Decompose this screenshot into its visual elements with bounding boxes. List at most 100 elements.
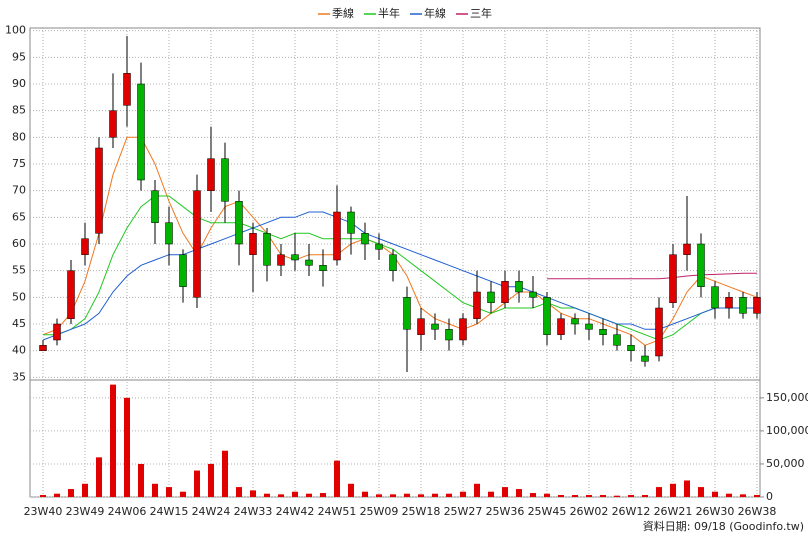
volume-bar [180, 491, 186, 497]
volume-bar [572, 495, 578, 497]
candle-body [739, 297, 747, 314]
legend: 季線 半年 年線 三年 [318, 6, 492, 20]
y-tick-label: 95 [12, 50, 26, 63]
candle-body [557, 318, 565, 335]
x-tick-label: 25W36 [486, 505, 525, 518]
candle-body [585, 323, 593, 330]
candle-body [249, 233, 257, 255]
volume-bar [152, 483, 158, 497]
y-tick-label: 100 [5, 24, 26, 37]
volume-bar [264, 493, 270, 497]
volume-bar [166, 487, 172, 497]
candle-body [571, 318, 579, 325]
legend-label: 三年 [470, 6, 492, 20]
y-tick-label: 55 [12, 264, 26, 277]
volume-bar [82, 483, 88, 497]
volume-bar [194, 470, 200, 497]
candle-body [613, 334, 621, 346]
candle-body [347, 211, 355, 234]
candle-body [53, 323, 61, 341]
volume-bar [222, 450, 228, 497]
candle-body [753, 297, 761, 314]
volume-bar [502, 487, 508, 497]
volume-bar [684, 480, 690, 497]
ma-line [42, 136, 758, 346]
volume-bar [40, 495, 46, 497]
candle-body [697, 243, 705, 287]
volume-bar [418, 494, 424, 497]
x-tick-label: 25W09 [360, 505, 399, 518]
x-tick-label: 24W06 [108, 505, 147, 518]
candle-body [277, 254, 285, 266]
volume-bar [670, 483, 676, 497]
candle-body [165, 222, 173, 245]
volume-bar [530, 493, 536, 497]
x-tick-label: 24W15 [150, 505, 189, 518]
volume-bar [404, 493, 410, 497]
candle-body [655, 307, 663, 357]
volume-bar [488, 491, 494, 497]
candle-body [725, 297, 733, 309]
candle-body [137, 83, 145, 181]
y2-tick-label: 0 [766, 490, 773, 503]
candle-body [711, 286, 719, 309]
candle-body [375, 243, 383, 250]
volume-bar [754, 495, 760, 497]
volume-bar [320, 493, 326, 497]
volume-bar [600, 495, 606, 497]
volume-bar [474, 483, 480, 497]
volume-bar [236, 487, 242, 497]
volume-bar [292, 491, 298, 497]
candle-body [669, 254, 677, 303]
candle-body [193, 190, 201, 298]
y-tick-label: 70 [12, 184, 26, 197]
candle-body [473, 291, 481, 319]
volume-bar [54, 493, 60, 497]
candle-body [291, 254, 299, 261]
y2-tick-label: 150,000 [766, 391, 808, 404]
volume-bar [138, 463, 144, 497]
candle-body [39, 345, 47, 351]
x-tick-label: 26W21 [654, 505, 693, 518]
volume-bar [642, 495, 648, 497]
candle-body [179, 254, 187, 287]
candle-body [235, 201, 243, 245]
candle-body [305, 259, 313, 266]
x-tick-label: 24W33 [234, 505, 273, 518]
x-tick-label: 24W42 [276, 505, 315, 518]
candle-body [515, 281, 523, 293]
volume-bar [740, 494, 746, 497]
volume-bar [460, 491, 466, 497]
x-tick-label: 26W12 [612, 505, 651, 518]
candle-body [683, 243, 691, 255]
volume-bar [628, 495, 634, 497]
candle-body [459, 318, 467, 341]
y-tick-label: 80 [12, 130, 26, 143]
y-tick-label: 50 [12, 290, 26, 303]
candle-body [81, 238, 89, 255]
x-tick-label: 26W30 [696, 505, 735, 518]
volume-bar [712, 491, 718, 497]
candle-body [641, 355, 649, 362]
candle-body [431, 323, 439, 330]
candle-body [151, 190, 159, 223]
volume-bar [250, 490, 256, 497]
y-tick-label: 85 [12, 104, 26, 117]
candle-body [627, 345, 635, 351]
candle-body [543, 297, 551, 335]
legend-label: 年線 [424, 6, 446, 20]
x-tick-label: 25W18 [402, 505, 441, 518]
candle-body [529, 291, 537, 298]
x-tick-label: 25W27 [444, 505, 483, 518]
volume-bar [306, 493, 312, 497]
volume-bar [208, 463, 214, 497]
x-tick-label: 26W02 [570, 505, 609, 518]
volume-bar [68, 489, 74, 497]
x-tick-label: 25W45 [528, 505, 567, 518]
x-tick-label: 23W49 [66, 505, 105, 518]
volume-bar [656, 487, 662, 497]
volume-bar [586, 495, 592, 497]
y2-tick-label: 50,000 [766, 457, 805, 470]
volume-bar [110, 384, 116, 497]
legend-label: 季線 [332, 6, 354, 20]
